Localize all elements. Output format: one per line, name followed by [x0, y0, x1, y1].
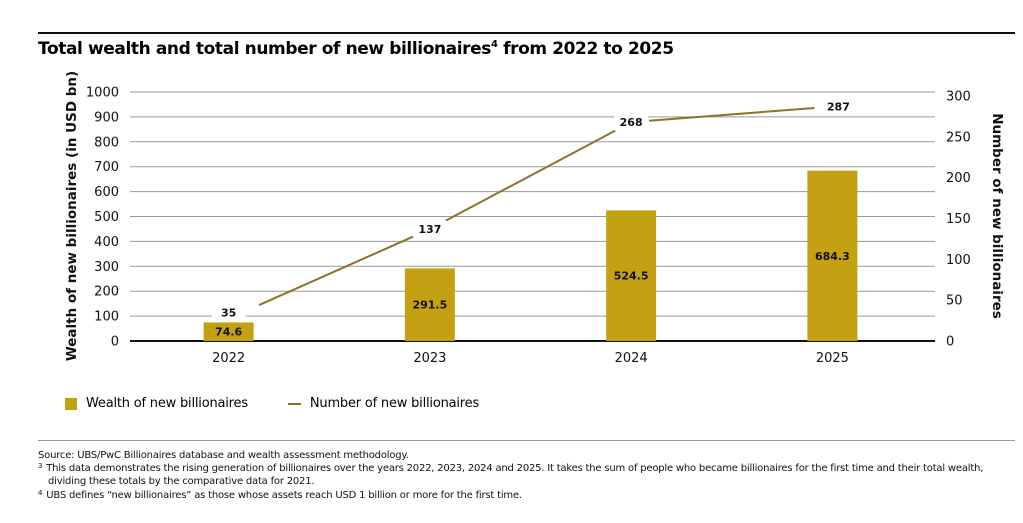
x-axis-ticks: 2022 2023 2024 2025	[212, 351, 849, 366]
line-value-label: 268	[620, 116, 643, 129]
left-tick-label: 400	[94, 235, 119, 250]
line-value-label: 287	[827, 101, 850, 114]
line-series	[258, 107, 815, 307]
line-segment	[258, 235, 414, 307]
x-tick-label: 2025	[816, 351, 849, 366]
line-label-bg	[211, 304, 246, 321]
footnote-3-text: This data demonstrates the rising genera…	[46, 463, 984, 488]
right-tick-label: 200	[946, 171, 971, 186]
x-tick-label: 2023	[413, 351, 446, 366]
left-tick-label: 200	[94, 285, 119, 300]
line-segment	[445, 129, 616, 222]
left-tick-label: 100	[94, 310, 119, 325]
bar-value-label: 684.3	[815, 250, 850, 263]
left-tick-label: 800	[94, 135, 119, 150]
left-tick-label: 600	[94, 185, 119, 200]
bar-value-label: 291.5	[412, 299, 447, 312]
line-label-bg	[614, 114, 649, 131]
right-axis-ticks: 0 50 100 150 200 250 300	[946, 90, 971, 350]
bar	[203, 322, 254, 341]
bar-value-label: 74.6	[215, 326, 242, 339]
legend: Wealth of new billionaires Number of new…	[65, 396, 479, 411]
chart-title-text: Total wealth and total number of new bil…	[38, 39, 492, 59]
bars	[203, 170, 858, 341]
left-tick-label: 700	[94, 160, 119, 175]
gridlines	[130, 91, 935, 342]
chart-plot: 74.6 291.5 524.5 684.3 35 137 268 287 0 100 200 30…	[64, 71, 1005, 366]
right-tick-label: 300	[946, 90, 971, 105]
left-axis-title: Wealth of new billionaires (in USD bn)	[64, 71, 80, 361]
footnote-divider	[38, 440, 1015, 441]
legend-line-swatch	[287, 402, 301, 405]
line-segment	[648, 107, 815, 122]
line-label-bg	[821, 98, 856, 115]
bar	[404, 268, 455, 341]
left-tick-label: 1000	[86, 86, 119, 101]
line-value-label: 35	[221, 306, 236, 319]
right-tick-label: 0	[946, 335, 954, 350]
line-label-bg	[412, 221, 447, 238]
legend-label-number: Number of new billionaires	[309, 396, 480, 411]
bar	[807, 170, 858, 341]
bar	[606, 210, 657, 341]
footnote-4-text: UBS defines “new billionaires” as those …	[46, 489, 522, 501]
legend-bar-swatch	[65, 397, 77, 410]
top-rule	[38, 32, 1015, 34]
right-tick-label: 150	[946, 212, 971, 227]
data-labels: 74.6 291.5 524.5 684.3 35 137 268 287	[211, 98, 856, 339]
chart-title-suffix: from 2022 to 2025	[497, 39, 674, 59]
chart-title-footnote-ref: 4	[491, 39, 498, 50]
left-tick-label: 500	[94, 210, 119, 225]
footnote-3: 3 This data demonstrates the rising gener…	[38, 462, 1013, 488]
legend-label-wealth: Wealth of new billionaires	[86, 396, 248, 411]
footnote-3-marker: 3	[38, 462, 43, 471]
right-tick-label: 250	[946, 130, 971, 145]
bar-value-label: 524.5	[614, 270, 649, 283]
left-axis-ticks: 0 100 200 300 400 500 600 700 800 900 1000	[86, 86, 119, 350]
source-note: Source: UBS/PwC Billionaires database an…	[38, 450, 409, 461]
footnotes: Source: UBS/PwC Billionaires database an…	[38, 449, 1013, 502]
x-tick-label: 2024	[615, 351, 648, 366]
footnote-4: 4 UBS defines “new billionaires” as those…	[38, 489, 1013, 502]
left-tick-label: 0	[111, 335, 119, 350]
footnote-4-marker: 4	[38, 488, 43, 497]
line-value-label: 137	[418, 223, 441, 236]
x-tick-label: 2022	[212, 351, 245, 366]
right-tick-label: 100	[946, 253, 971, 268]
right-axis-title: Number of new billionaires	[989, 113, 1005, 319]
left-tick-label: 300	[94, 260, 119, 275]
right-tick-label: 50	[946, 294, 963, 309]
chart-title: Total wealth and total number of new bil…	[38, 39, 674, 59]
left-tick-label: 900	[94, 110, 119, 125]
